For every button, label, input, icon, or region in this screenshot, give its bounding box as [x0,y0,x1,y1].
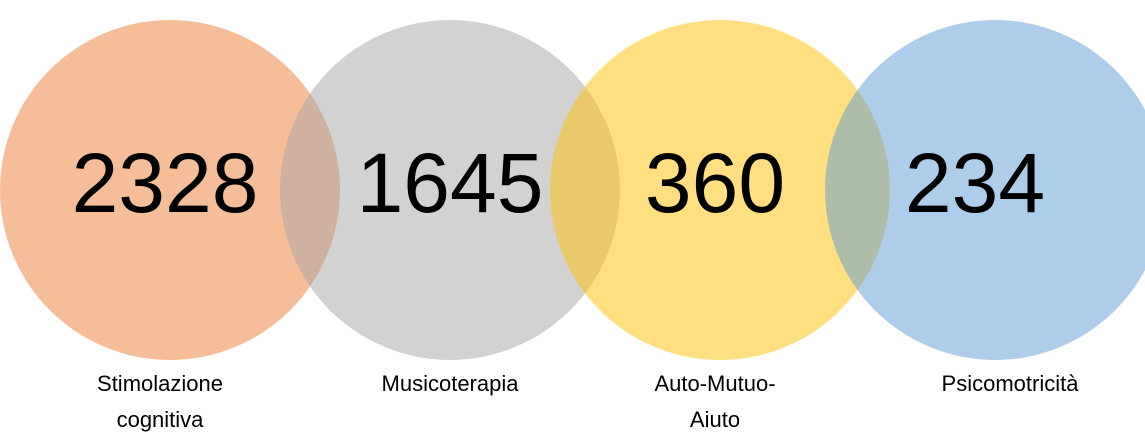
category-label: Aiuto [690,407,740,432]
count: 2328 [72,136,259,230]
category-label: Psicomotricità [942,371,1080,396]
category-label: Stimolazione [97,371,223,396]
circle [825,20,1145,360]
count: 360 [645,136,785,230]
category-label: cognitiva [117,407,205,432]
circle [280,20,620,360]
count: 1645 [357,136,544,230]
category-label: Musicoterapia [382,371,520,396]
circle [550,20,890,360]
count: 234 [905,136,1045,230]
category-label: Auto-Mutuo- [654,371,775,396]
circle [0,20,340,360]
